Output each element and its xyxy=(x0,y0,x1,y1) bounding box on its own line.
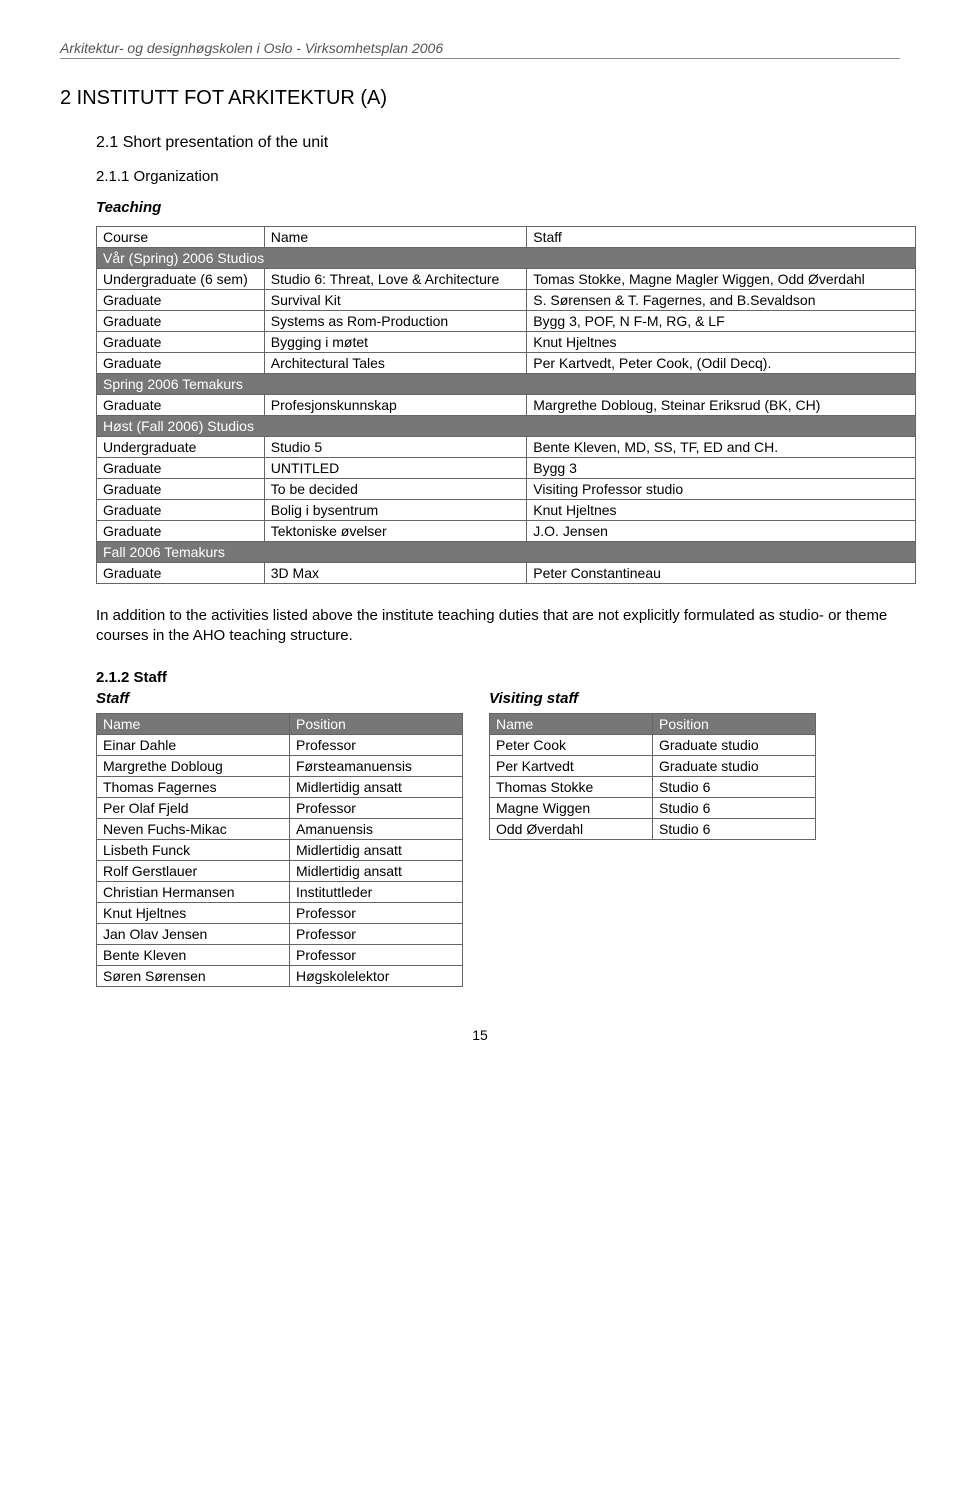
teaching-label: Teaching xyxy=(96,199,900,216)
staff-cell: Jan Olav Jensen xyxy=(97,923,290,944)
teaching-col-header: Course xyxy=(97,227,265,248)
section-title-2-1: 2.1 Short presentation of the unit xyxy=(96,134,900,152)
teaching-section-row: Spring 2006 Temakurs xyxy=(97,374,916,395)
teaching-cell: Graduate xyxy=(97,479,265,500)
staff-left-title: Staff xyxy=(96,690,463,707)
teaching-cell: To be decided xyxy=(264,479,527,500)
teaching-cell: Undergraduate (6 sem) xyxy=(97,269,265,290)
staff-col-header: Position xyxy=(653,713,816,734)
staff-cell: Studio 6 xyxy=(653,818,816,839)
staff-cell: Thomas Fagernes xyxy=(97,776,290,797)
staff-cell: Midlertidig ansatt xyxy=(290,839,463,860)
staff-col-header: Name xyxy=(97,713,290,734)
teaching-cell: Bygg 3, POF, N F-M, RG, & LF xyxy=(527,311,916,332)
staff-cell: Studio 6 xyxy=(653,797,816,818)
teaching-cell: Visiting Professor studio xyxy=(527,479,916,500)
staff-cell: Margrethe Dobloug xyxy=(97,755,290,776)
teaching-cell: Graduate xyxy=(97,332,265,353)
teaching-cell: UNTITLED xyxy=(264,458,527,479)
staff-cell: Professor xyxy=(290,902,463,923)
staff-cell: Førsteamanuensis xyxy=(290,755,463,776)
teaching-cell: Knut Hjeltnes xyxy=(527,332,916,353)
staff-cell: Peter Cook xyxy=(490,734,653,755)
staff-cell: Amanuensis xyxy=(290,818,463,839)
teaching-section-row: Vår (Spring) 2006 Studios xyxy=(97,248,916,269)
staff-cell: Thomas Stokke xyxy=(490,776,653,797)
teaching-cell: Tektoniske øvelser xyxy=(264,521,527,542)
teaching-cell: S. Sørensen & T. Fagernes, and B.Sevalds… xyxy=(527,290,916,311)
staff-cell: Professor xyxy=(290,923,463,944)
teaching-cell: Studio 6: Threat, Love & Architecture xyxy=(264,269,527,290)
teaching-cell: Survival Kit xyxy=(264,290,527,311)
body-paragraph: In addition to the activities listed abo… xyxy=(96,606,896,647)
teaching-cell: Per Kartvedt, Peter Cook, (Odil Decq). xyxy=(527,353,916,374)
teaching-cell: Peter Constantineau xyxy=(527,563,916,584)
teaching-cell: J.O. Jensen xyxy=(527,521,916,542)
teaching-cell: Graduate xyxy=(97,311,265,332)
staff-cell: Per Kartvedt xyxy=(490,755,653,776)
teaching-cell: Bygging i møtet xyxy=(264,332,527,353)
staff-cell: Lisbeth Funck xyxy=(97,839,290,860)
teaching-cell: Knut Hjeltnes xyxy=(527,500,916,521)
teaching-cell: Margrethe Dobloug, Steinar Eriksrud (BK,… xyxy=(527,395,916,416)
section-title-2-1-1: 2.1.1 Organization xyxy=(96,168,900,185)
staff-cell: Rolf Gerstlauer xyxy=(97,860,290,881)
staff-cell: Studio 6 xyxy=(653,776,816,797)
staff-cell: Midlertidig ansatt xyxy=(290,776,463,797)
staff-cell: Høgskolelektor xyxy=(290,965,463,986)
teaching-table: CourseNameStaffVår (Spring) 2006 Studios… xyxy=(96,226,916,584)
staff-cell: Odd Øverdahl xyxy=(490,818,653,839)
staff-right-title: Visiting staff xyxy=(489,690,816,707)
teaching-cell: Graduate xyxy=(97,395,265,416)
staff-cell: Professor xyxy=(290,797,463,818)
staff-left-block: Staff NamePositionEinar DahleProfessorMa… xyxy=(96,690,463,987)
staff-cell: Einar Dahle xyxy=(97,734,290,755)
section-title-2: 2 INSTITUTT FOT ARKITEKTUR (A) xyxy=(60,87,900,110)
staff-cell: Graduate studio xyxy=(653,755,816,776)
staff-cell: Bente Kleven xyxy=(97,944,290,965)
teaching-cell: 3D Max xyxy=(264,563,527,584)
page-number: 15 xyxy=(60,1027,900,1043)
staff-cell: Per Olaf Fjeld xyxy=(97,797,290,818)
staff-cell: Knut Hjeltnes xyxy=(97,902,290,923)
teaching-section-row: Fall 2006 Temakurs xyxy=(97,542,916,563)
teaching-cell: Bente Kleven, MD, SS, TF, ED and CH. xyxy=(527,437,916,458)
section-title-2-1-2: 2.1.2 Staff xyxy=(96,669,900,686)
teaching-cell: Graduate xyxy=(97,500,265,521)
teaching-cell: Graduate xyxy=(97,563,265,584)
staff-col-header: Name xyxy=(490,713,653,734)
staff-cell: Graduate studio xyxy=(653,734,816,755)
staff-right-block: Visiting staff NamePositionPeter CookGra… xyxy=(489,690,816,987)
staff-cell: Christian Hermansen xyxy=(97,881,290,902)
teaching-cell: Graduate xyxy=(97,458,265,479)
staff-cell: Midlertidig ansatt xyxy=(290,860,463,881)
teaching-cell: Bolig i bysentrum xyxy=(264,500,527,521)
staff-cell: Professor xyxy=(290,944,463,965)
staff-left-table: NamePositionEinar DahleProfessorMargreth… xyxy=(96,713,463,987)
teaching-col-header: Name xyxy=(264,227,527,248)
page-header: Arkitektur- og designhøgskolen i Oslo - … xyxy=(60,40,900,59)
staff-cell: Søren Sørensen xyxy=(97,965,290,986)
teaching-cell: Graduate xyxy=(97,521,265,542)
staff-cell: Professor xyxy=(290,734,463,755)
teaching-cell: Undergraduate xyxy=(97,437,265,458)
teaching-cell: Systems as Rom-Production xyxy=(264,311,527,332)
teaching-cell: Bygg 3 xyxy=(527,458,916,479)
teaching-col-header: Staff xyxy=(527,227,916,248)
teaching-cell: Graduate xyxy=(97,353,265,374)
staff-cell: Instituttleder xyxy=(290,881,463,902)
staff-col-header: Position xyxy=(290,713,463,734)
teaching-section-row: Høst (Fall 2006) Studios xyxy=(97,416,916,437)
staff-cell: Magne Wiggen xyxy=(490,797,653,818)
teaching-cell: Architectural Tales xyxy=(264,353,527,374)
staff-cell: Neven Fuchs-Mikac xyxy=(97,818,290,839)
teaching-cell: Profesjonskunnskap xyxy=(264,395,527,416)
teaching-cell: Graduate xyxy=(97,290,265,311)
teaching-cell: Tomas Stokke, Magne Magler Wiggen, Odd Ø… xyxy=(527,269,916,290)
teaching-cell: Studio 5 xyxy=(264,437,527,458)
staff-right-table: NamePositionPeter CookGraduate studioPer… xyxy=(489,713,816,840)
